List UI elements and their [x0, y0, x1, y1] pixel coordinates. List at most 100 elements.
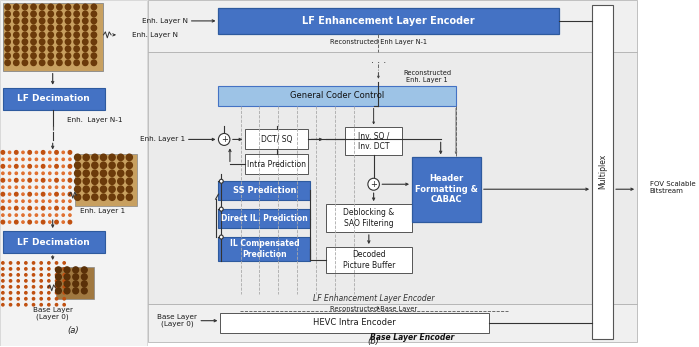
Circle shape [65, 4, 71, 10]
Circle shape [49, 214, 51, 216]
Circle shape [48, 25, 53, 31]
Circle shape [101, 162, 106, 169]
Circle shape [15, 172, 17, 175]
Circle shape [82, 11, 88, 17]
Circle shape [1, 158, 4, 161]
Circle shape [91, 4, 96, 10]
Text: Header
Formatting &
CABAC: Header Formatting & CABAC [415, 174, 478, 204]
Circle shape [63, 262, 65, 264]
Circle shape [55, 291, 58, 294]
Circle shape [109, 178, 115, 185]
Circle shape [92, 178, 98, 185]
Bar [218, 209, 310, 228]
Circle shape [22, 53, 27, 59]
Bar [345, 127, 403, 155]
Circle shape [29, 186, 31, 188]
Circle shape [39, 11, 45, 17]
Circle shape [62, 200, 64, 202]
Circle shape [13, 25, 19, 31]
Circle shape [101, 154, 106, 161]
Circle shape [15, 200, 17, 202]
Circle shape [13, 39, 19, 45]
Circle shape [24, 304, 27, 306]
Circle shape [48, 298, 50, 300]
Circle shape [22, 11, 27, 17]
Circle shape [101, 186, 106, 192]
Circle shape [31, 32, 36, 37]
Circle shape [1, 274, 4, 276]
Circle shape [35, 193, 38, 195]
Text: (b): (b) [368, 337, 380, 346]
Circle shape [42, 200, 44, 202]
Circle shape [35, 165, 38, 168]
Circle shape [1, 178, 5, 182]
Circle shape [1, 298, 4, 300]
Circle shape [62, 186, 64, 188]
Circle shape [39, 4, 45, 10]
Circle shape [32, 291, 35, 294]
Circle shape [35, 172, 38, 175]
Circle shape [117, 170, 124, 177]
Circle shape [31, 11, 36, 17]
Circle shape [55, 288, 62, 294]
Circle shape [73, 274, 78, 280]
Circle shape [22, 193, 24, 195]
Circle shape [24, 298, 27, 300]
Circle shape [17, 286, 20, 288]
Circle shape [55, 186, 58, 188]
Circle shape [74, 39, 79, 45]
Circle shape [74, 18, 79, 24]
Text: Reconstructed
Enh. Layer 1: Reconstructed Enh. Layer 1 [403, 70, 452, 83]
Circle shape [69, 192, 72, 196]
Circle shape [83, 170, 89, 177]
Bar [3, 3, 103, 71]
Circle shape [22, 165, 24, 168]
Circle shape [62, 221, 64, 223]
Text: Enh. Layer N: Enh. Layer N [142, 18, 188, 24]
Circle shape [69, 200, 71, 202]
Circle shape [48, 11, 53, 17]
Circle shape [57, 46, 62, 52]
Circle shape [49, 172, 51, 175]
Circle shape [83, 162, 89, 169]
Circle shape [40, 274, 43, 276]
Circle shape [109, 154, 115, 161]
Circle shape [8, 172, 10, 175]
Circle shape [28, 192, 31, 196]
Circle shape [13, 32, 19, 37]
Circle shape [15, 186, 17, 188]
Circle shape [55, 304, 58, 306]
Circle shape [17, 304, 20, 306]
Bar [148, 0, 637, 52]
Circle shape [1, 214, 4, 216]
Circle shape [57, 32, 62, 37]
Circle shape [117, 154, 124, 161]
Circle shape [15, 206, 18, 210]
Circle shape [117, 162, 124, 169]
Circle shape [40, 268, 43, 270]
Circle shape [1, 291, 4, 294]
Circle shape [22, 32, 27, 37]
Circle shape [101, 178, 106, 185]
Circle shape [127, 162, 132, 169]
Circle shape [32, 286, 35, 288]
Circle shape [91, 60, 96, 66]
Text: +: + [221, 135, 228, 144]
Circle shape [22, 186, 24, 188]
Circle shape [29, 158, 31, 161]
Text: General Coder Control: General Coder Control [290, 91, 384, 100]
Circle shape [69, 220, 72, 224]
Circle shape [65, 11, 71, 17]
Bar [218, 181, 310, 200]
Circle shape [63, 291, 65, 294]
Text: Enh. Layer 1: Enh. Layer 1 [140, 136, 185, 142]
Circle shape [1, 220, 5, 224]
Text: Enh. Layer N: Enh. Layer N [132, 32, 178, 38]
Circle shape [5, 39, 10, 45]
Circle shape [218, 134, 230, 145]
Circle shape [48, 262, 50, 264]
Circle shape [55, 151, 58, 154]
Text: Base Layer
(Layer 0): Base Layer (Layer 0) [157, 314, 197, 328]
Circle shape [9, 274, 12, 276]
Circle shape [41, 192, 45, 196]
